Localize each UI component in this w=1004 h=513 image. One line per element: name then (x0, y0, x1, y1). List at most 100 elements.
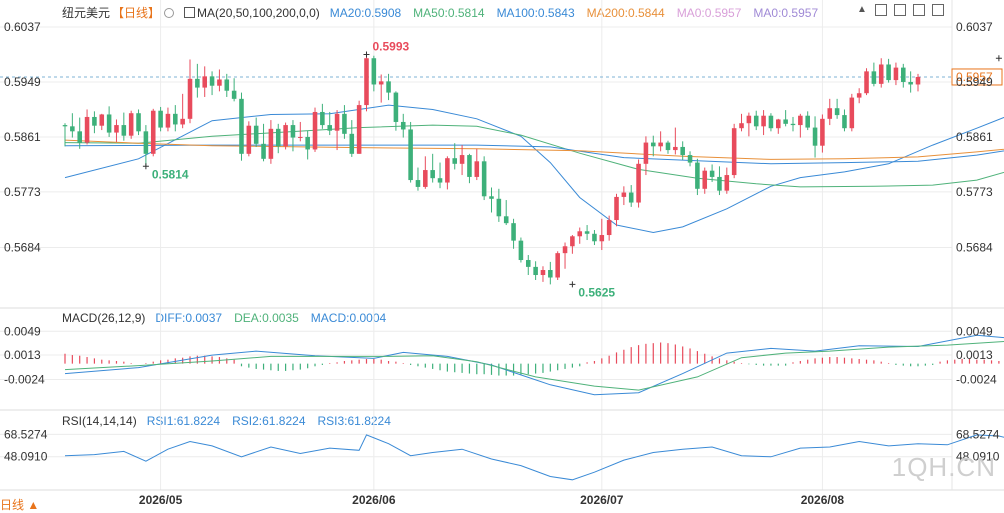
circle-icon[interactable] (164, 7, 175, 18)
candle-body (790, 123, 796, 126)
candle-body (592, 233, 597, 242)
y-tick-label: -0.0024 (4, 373, 45, 387)
candle-body (776, 119, 781, 129)
candle-body (349, 133, 355, 154)
candle-body (805, 115, 810, 128)
candle-body (834, 108, 840, 116)
candle-body (378, 81, 384, 85)
candle-body (856, 93, 862, 98)
grid-lines (0, 0, 952, 490)
candle-body (437, 178, 443, 183)
x-axis-labels: 2026/05 2026/06 2026/07 2026/08 (139, 493, 845, 507)
settings-icon[interactable] (913, 4, 925, 16)
fullscreen-icon[interactable] (875, 4, 887, 16)
close-icon[interactable] (932, 4, 944, 16)
y-tick-label: 68.5274 (4, 427, 48, 441)
candle-body (445, 158, 450, 183)
rsi-lines (64, 434, 1004, 481)
macd-legend-item: MACD:0.0004 (310, 311, 387, 325)
candle-body (209, 76, 215, 86)
ma-items: MA20:0.5908 MA50:0.5814 MA100:0.5843 MA200:… (330, 6, 818, 20)
candle-body (658, 142, 663, 147)
candle-body (423, 170, 428, 187)
candle-body (695, 162, 700, 189)
candle-body (820, 118, 825, 146)
candle-body (231, 90, 237, 99)
candle-body (467, 155, 472, 177)
candle-body (739, 123, 744, 129)
chevron-up-icon[interactable]: ▲ (857, 4, 867, 15)
candle-body (173, 113, 178, 125)
y-tick-label: 0.5773 (4, 185, 41, 199)
main-legend: 纽元美元 【日线】 MA(20,50,100,200,0,0) MA20:0.5… (62, 4, 818, 21)
rsi-legend: RSI(14,14,14) RSI1:61.8224 RSI2:61.8224 RS… (62, 414, 391, 428)
candle-body (606, 220, 612, 236)
ma-legend-item: MA0:0.5957 (753, 5, 819, 20)
candle-body (121, 125, 127, 136)
candle-body (430, 170, 435, 179)
candle-body (224, 79, 230, 91)
candle-body (474, 161, 480, 177)
annotation-marker (995, 55, 1002, 62)
y-tick-label: 0.5949 (4, 75, 41, 89)
candle-body (393, 92, 399, 122)
macd-items: DIFF:0.0037 DEA:0.0035 MACD:0.0004 (155, 311, 386, 325)
ma-legend-item: MA200:0.5844 (586, 5, 665, 20)
y-tick-label: 0.5684 (956, 241, 993, 255)
candle-body (312, 111, 318, 150)
macd-legend-item: DIFF:0.0037 (155, 311, 223, 325)
x-tick-label: 2026/08 (801, 493, 845, 507)
candle-body (871, 71, 877, 84)
y-tick-label: 0.5949 (956, 75, 993, 89)
rsi-legend-item: RSI2:61.8224 (232, 414, 306, 428)
y-tick-label: 0.5684 (4, 241, 41, 255)
y-tick-label: 0.5861 (956, 130, 993, 144)
candlestick-series (62, 54, 921, 285)
candle-body (849, 97, 855, 129)
candle-body (128, 113, 134, 136)
candle-body (459, 155, 465, 164)
candle-body (665, 142, 671, 151)
candle-body (548, 270, 553, 278)
chart-toolbar: ▲ (856, 4, 944, 16)
candle-body (761, 115, 766, 127)
candle-body (709, 170, 715, 177)
candle-body (812, 127, 818, 146)
candle-body (283, 125, 288, 147)
annotation-marker (363, 51, 370, 58)
candle-body (327, 125, 333, 131)
y-axis-labels: 0.6037 0.6037 0.5949 0.5949 0.5861 0.5861 0.57… (4, 20, 1000, 464)
candle-body (584, 231, 590, 234)
ma-legend-item: MA20:0.5908 (329, 5, 402, 20)
candle-body (106, 114, 112, 133)
rsi-legend-item: RSI1:61.8224 (146, 414, 221, 428)
rsi-items: RSI1:61.8224 RSI2:61.8224 RSI3:61.8224 (147, 414, 391, 428)
candle-body (202, 76, 207, 88)
ma-params: MA(20,50,100,200,0,0) (197, 5, 320, 20)
x-tick-label: 2026/07 (580, 493, 624, 507)
candle-body (555, 253, 560, 278)
current-price-label: 0.5957 (956, 70, 993, 84)
current-price-tag (951, 68, 1003, 86)
candle-body (680, 146, 685, 156)
y-tick-label: 0.6037 (956, 20, 993, 34)
grid-icon[interactable] (894, 4, 906, 16)
chart-icon[interactable] (184, 7, 196, 18)
ma-legend-item: MA50:0.5814 (413, 5, 485, 20)
candle-body (643, 142, 649, 164)
annotation-label: 0.5625 (578, 285, 615, 299)
candle-body (724, 175, 730, 191)
annotation-marker (569, 281, 576, 288)
panel-borders (0, 0, 1004, 491)
candle-body (511, 223, 516, 241)
candle-body (908, 81, 913, 85)
candle-body (753, 115, 759, 127)
period-selector[interactable]: 日线 ▲ (0, 498, 40, 512)
candle-body (415, 180, 421, 187)
candle-body (143, 131, 149, 154)
candle-body (496, 198, 502, 217)
period-label[interactable]: 【日线】 (112, 6, 161, 20)
candle-body (827, 108, 833, 119)
candle-body (621, 192, 627, 197)
